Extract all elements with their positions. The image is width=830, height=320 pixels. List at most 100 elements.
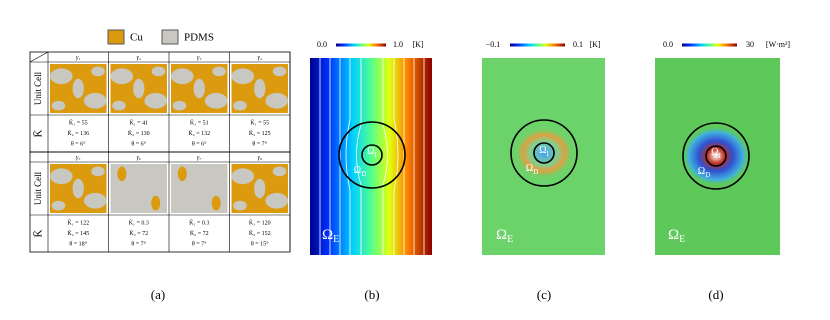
domain-label: ΩI <box>711 147 721 159</box>
cell-text: K̄₁ = 55 <box>69 119 88 126</box>
pdms-region <box>233 200 247 211</box>
caption: (a) <box>151 287 165 302</box>
domain-label: ΩE <box>322 227 339 245</box>
pdms-region <box>51 100 66 111</box>
pdms-region <box>91 66 105 77</box>
field-blob <box>682 126 750 186</box>
pdms-region <box>133 78 145 99</box>
pdms-region <box>72 78 84 99</box>
domain-subscript: E <box>507 234 513 245</box>
pdms-region <box>171 68 194 85</box>
pdms-region <box>212 66 226 77</box>
cell-text: K̄₂ = 132 <box>188 130 210 137</box>
pdms-region <box>50 68 73 85</box>
row-label: K̄ <box>33 129 45 137</box>
domain-symbol: Ω <box>496 227 507 243</box>
cell-text: K̄₁ = 51 <box>190 119 209 126</box>
pdms-region <box>83 92 107 109</box>
colorbar-min: 0.0 <box>317 40 327 49</box>
table: Unit Cell K̄ γ₁ K̄₁ = 55 K̄₂ = 136 θ = 6° γ₂ K̄… <box>29 51 291 253</box>
caption: (c) <box>537 287 551 302</box>
colorbar-min: 0.0 <box>663 40 673 49</box>
domain-subscript: D <box>705 171 710 179</box>
colorbar-max: 1.0 <box>393 40 403 49</box>
colorbar-unit: [K] <box>589 40 600 49</box>
pdms-region <box>151 66 166 77</box>
pdms-region <box>265 192 289 209</box>
domain-symbol: Ω <box>698 166 705 177</box>
cell-text: θ = 6° <box>192 140 207 147</box>
column-header: γ₇ <box>197 155 201 161</box>
domain-label: ΩI <box>539 145 549 157</box>
row-label: K̄ <box>33 229 45 237</box>
domain-label: ΩI <box>367 146 377 158</box>
cu-region <box>117 166 127 182</box>
colorbar-min: −0.1 <box>486 40 501 49</box>
cell-text: θ = 7° <box>192 240 207 247</box>
legend-swatch <box>107 29 125 45</box>
domain-label: ΩD <box>354 165 367 177</box>
cell-text: K̄₁ = 0.3 <box>129 219 149 226</box>
pdms-region <box>254 178 266 199</box>
cell-text: K̄₂ = 125 <box>249 130 271 137</box>
domain-circles <box>338 119 750 190</box>
colorbar-max: 30 <box>746 40 754 49</box>
column-header: γ₁ <box>76 55 80 61</box>
cell-text: θ = 6° <box>71 140 86 147</box>
column-header: γ₆ <box>137 155 141 161</box>
pdms-region <box>231 68 255 85</box>
pdms-region <box>83 192 107 209</box>
cell-text: K̄₂ = 136 <box>67 130 89 137</box>
contours <box>319 58 425 255</box>
cell-text: θ = 7° <box>252 140 267 147</box>
pdms-region <box>254 78 266 99</box>
colorbar <box>336 43 386 47</box>
pdms-region <box>112 100 126 111</box>
colorbar <box>682 43 737 47</box>
cell-text: K̄₁ = 0.3 <box>189 219 209 226</box>
domain-subscript: D <box>533 168 538 176</box>
pdms-region <box>231 168 255 185</box>
legend: Cu PDMS <box>107 29 214 45</box>
pdms-region <box>50 168 73 185</box>
domain-subscript: E <box>679 234 685 245</box>
legend-swatch <box>161 29 179 45</box>
domain-subscript: D <box>361 170 366 178</box>
pdms-region <box>265 92 289 109</box>
captions: (a) (b) (c) (d) <box>151 287 724 302</box>
domain-symbol: Ω <box>526 163 533 174</box>
cell-text: K̄₁ = 120 <box>249 219 271 226</box>
caption: (d) <box>708 287 723 302</box>
colorbar-unit: [W·m²] <box>766 40 791 49</box>
domain-symbol: Ω <box>322 227 333 243</box>
pdms-region <box>272 166 287 177</box>
cell-text: K̄₂ = 72 <box>129 230 148 237</box>
pdms-region <box>193 78 205 99</box>
caption: (b) <box>364 287 379 302</box>
cell-text: θ = 6° <box>131 140 146 147</box>
pdms-region <box>233 100 247 111</box>
slash <box>29 51 49 63</box>
cu-region <box>177 166 187 182</box>
cell-text: θ = 7° <box>131 240 146 247</box>
pdms-region <box>91 166 105 177</box>
cell-text: K̄₂ = 152 <box>249 230 271 237</box>
cu-region <box>151 195 161 211</box>
cell-text: K̄₁ = 41 <box>129 119 148 126</box>
row-label: Unit Cell <box>33 71 43 105</box>
cell-text: K̄₂ = 145 <box>67 230 89 237</box>
domain-label: ΩE <box>668 227 685 245</box>
column-header: γ₄ <box>258 55 262 61</box>
cell-text: θ = 18° <box>69 240 87 247</box>
pdms-region <box>72 178 84 199</box>
domain-label: ΩD <box>526 163 539 175</box>
domain-subscript: I <box>547 150 550 158</box>
pdms-region <box>204 92 228 109</box>
cell-text: K̄₂ = 72 <box>190 230 209 237</box>
cu-region <box>211 195 221 211</box>
column-header: γ₂ <box>137 55 141 61</box>
cell-text: K̄₁ = 122 <box>67 219 89 226</box>
domain-subscript: I <box>719 152 722 160</box>
